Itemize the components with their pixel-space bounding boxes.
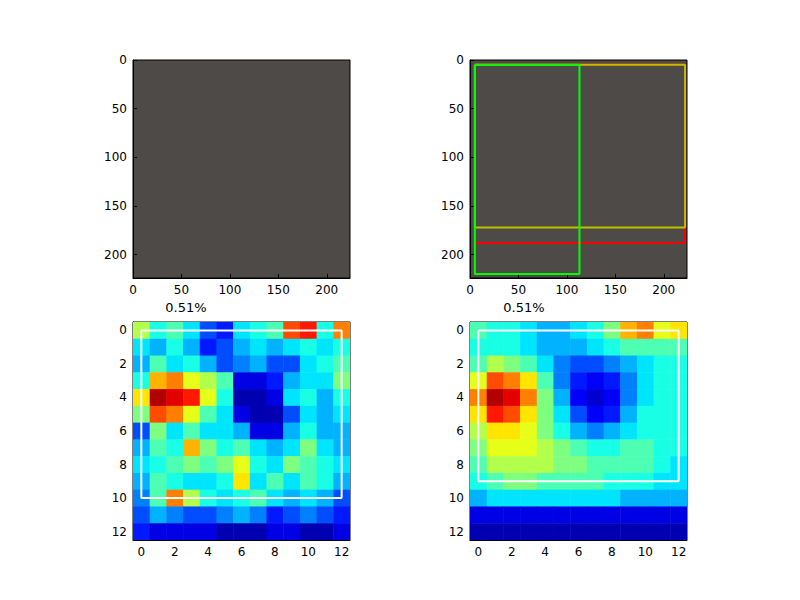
svg-text:200: 200 xyxy=(315,283,338,297)
svg-text:12: 12 xyxy=(449,525,464,539)
svg-text:4: 4 xyxy=(119,390,127,404)
svg-text:0: 0 xyxy=(119,323,127,337)
svg-text:150: 150 xyxy=(441,199,464,213)
svg-text:8: 8 xyxy=(456,458,464,472)
svg-text:200: 200 xyxy=(441,248,464,262)
svg-text:0: 0 xyxy=(475,545,483,559)
svg-text:6: 6 xyxy=(575,545,583,559)
svg-text:100: 100 xyxy=(104,150,127,164)
svg-text:150: 150 xyxy=(104,199,127,213)
svg-text:2: 2 xyxy=(456,357,464,371)
svg-text:150: 150 xyxy=(604,283,627,297)
svg-text:2: 2 xyxy=(119,357,127,371)
svg-text:50: 50 xyxy=(449,102,464,116)
svg-text:10: 10 xyxy=(301,545,316,559)
svg-text:50: 50 xyxy=(511,283,526,297)
svg-text:4: 4 xyxy=(541,545,549,559)
svg-text:2: 2 xyxy=(508,545,516,559)
svg-text:4: 4 xyxy=(456,390,464,404)
svg-text:6: 6 xyxy=(456,424,464,438)
svg-text:50: 50 xyxy=(112,102,127,116)
svg-text:200: 200 xyxy=(104,248,127,262)
svg-text:8: 8 xyxy=(119,458,127,472)
svg-text:4: 4 xyxy=(204,545,212,559)
svg-text:50: 50 xyxy=(174,283,189,297)
svg-text:10: 10 xyxy=(449,491,464,505)
svg-text:0: 0 xyxy=(456,323,464,337)
svg-text:100: 100 xyxy=(441,150,464,164)
svg-text:12: 12 xyxy=(334,545,349,559)
svg-text:8: 8 xyxy=(608,545,616,559)
svg-text:12: 12 xyxy=(112,525,127,539)
svg-text:0: 0 xyxy=(456,53,464,67)
svg-text:0: 0 xyxy=(119,53,127,67)
svg-text:200: 200 xyxy=(652,283,675,297)
svg-text:6: 6 xyxy=(119,424,127,438)
svg-text:0.51%: 0.51% xyxy=(165,300,206,315)
svg-text:0: 0 xyxy=(466,283,474,297)
svg-text:10: 10 xyxy=(112,491,127,505)
svg-text:100: 100 xyxy=(218,283,241,297)
svg-text:150: 150 xyxy=(267,283,290,297)
svg-text:12: 12 xyxy=(671,545,686,559)
svg-text:0.51%: 0.51% xyxy=(503,300,544,315)
svg-text:10: 10 xyxy=(638,545,653,559)
svg-text:0: 0 xyxy=(129,283,137,297)
svg-text:6: 6 xyxy=(238,545,246,559)
svg-text:100: 100 xyxy=(555,283,578,297)
svg-text:2: 2 xyxy=(171,545,179,559)
svg-text:0: 0 xyxy=(138,545,146,559)
svg-text:8: 8 xyxy=(271,545,279,559)
